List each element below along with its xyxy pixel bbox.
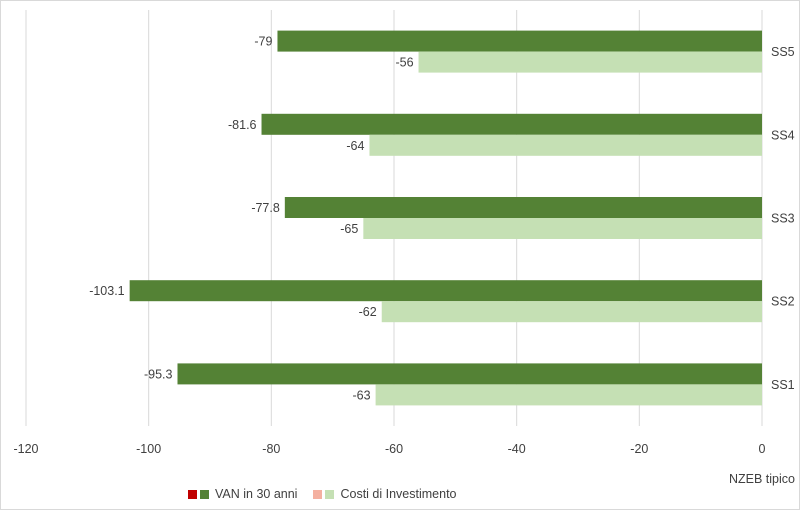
legend: VAN in 30 anni Costi di Investimento: [188, 485, 473, 503]
bar-van: [284, 197, 762, 218]
category-label: SS5: [771, 45, 795, 59]
data-label: -64: [346, 139, 364, 153]
bar-costi: [375, 384, 762, 406]
bar-van: [129, 280, 763, 302]
data-label: -65: [340, 222, 358, 236]
legend-swatch-costi: [325, 489, 335, 499]
data-labels: -95.3 -63 -103.1 -62 -77.8 -65 -81.6 -64 -79 -56: [89, 35, 413, 403]
legend-item-costi: Costi di Investimento: [313, 487, 457, 501]
bar-van: [261, 113, 762, 135]
legend-swatch-van: [200, 489, 209, 499]
bar-costi: [418, 51, 762, 73]
x-tick-label: -40: [508, 442, 526, 456]
data-label: -79: [254, 35, 272, 49]
category-label: SS2: [771, 295, 795, 309]
data-label: -63: [353, 388, 371, 402]
x-tick-label: -120: [13, 442, 38, 456]
x-tick-label: 0: [759, 442, 766, 456]
data-label: -62: [359, 305, 377, 319]
category-label: SS4: [771, 128, 795, 142]
x-tick-label: -80: [262, 442, 280, 456]
data-label: -95.3: [144, 367, 173, 381]
bar-costi: [369, 134, 762, 156]
bar-costi: [381, 301, 762, 323]
data-label: -81.6: [228, 118, 257, 132]
legend-item-van: VAN in 30 anni: [188, 487, 297, 501]
data-label: -77.8: [251, 201, 280, 215]
legend-label-van: VAN in 30 anni: [215, 487, 298, 501]
bars: [129, 30, 763, 406]
bar-van: [277, 30, 762, 52]
x-tick-label: -100: [136, 442, 161, 456]
axes: -120 -100 -80 -60 -40 -20 0 SS1 SS2 SS3 SS4 SS5: [13, 45, 794, 456]
legend-label-costi: Costi di Investimento: [340, 487, 457, 501]
x-tick-label: -60: [385, 442, 403, 456]
category-label: SS3: [771, 212, 795, 226]
legend-marker-costi: [313, 489, 323, 499]
bar-costi: [363, 218, 762, 239]
axis-note: NZEB tipico: [729, 472, 795, 486]
category-label: SS1: [771, 378, 795, 392]
bar-van: [177, 363, 762, 385]
legend-marker-van: [188, 489, 197, 499]
data-label: -103.1: [89, 284, 124, 298]
data-label: -56: [395, 56, 413, 70]
x-tick-label: -20: [630, 442, 648, 456]
